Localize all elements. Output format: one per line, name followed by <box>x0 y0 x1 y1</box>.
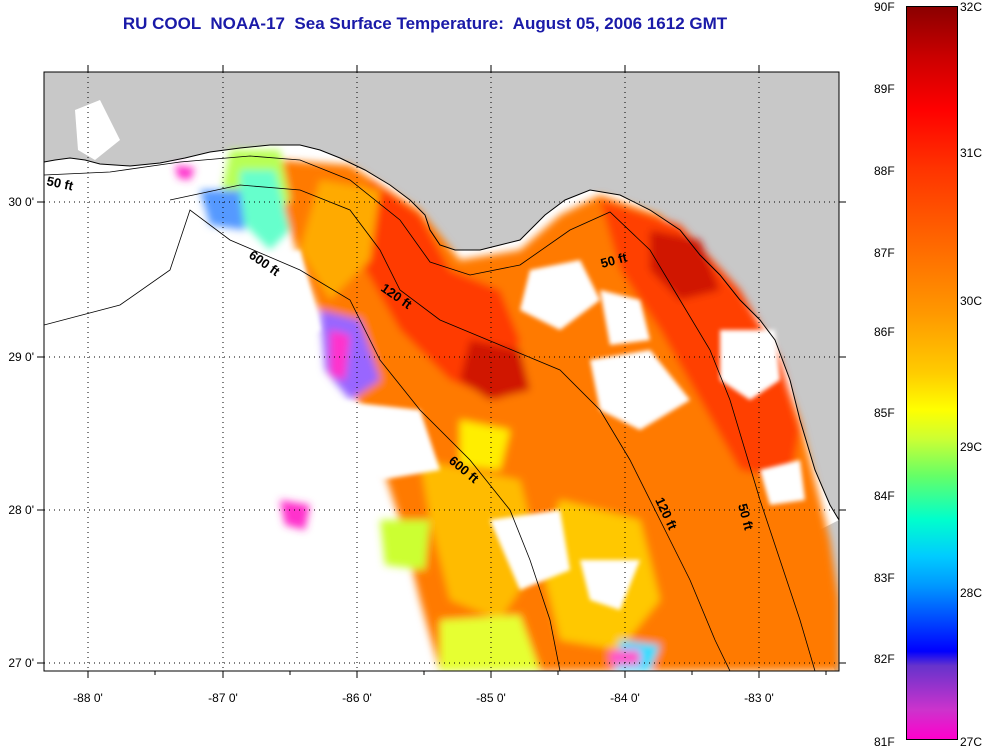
colorbar-f-label: 81F <box>874 735 895 749</box>
lat-label: 29 0' <box>8 350 34 364</box>
colorbar-c-label: 30C <box>960 294 983 308</box>
colorbar-c-label: 32C <box>960 0 983 14</box>
contour-label: 50 ft <box>45 173 75 193</box>
colorbar-c-label: 29C <box>960 440 983 454</box>
map-frame <box>43 71 840 672</box>
lon-label: -83 0' <box>744 691 774 705</box>
colorbar-f-label: 82F <box>874 652 895 666</box>
lon-label: -88 0' <box>73 691 103 705</box>
lon-label: -86 0' <box>342 691 372 705</box>
contour-label: 50 ft <box>599 249 629 271</box>
colorbar-f-label: 83F <box>874 571 895 585</box>
colorbar-f-label: 86F <box>874 325 895 339</box>
lat-label: 28 0' <box>8 503 34 517</box>
coastline <box>44 144 839 521</box>
contour-50ft <box>44 155 816 671</box>
lat-label: 27 0' <box>8 656 34 670</box>
colorbar-f-label: 85F <box>874 406 895 420</box>
colorbar-c-label: 31C <box>960 146 983 160</box>
contour-600ft <box>44 209 561 671</box>
contour-label: 50 ft <box>735 502 757 532</box>
temperature-colorbar <box>906 6 958 740</box>
colorbar-f-label: 88F <box>874 164 895 178</box>
page-title: RU COOL NOAA-17 Sea Surface Temperature:… <box>122 14 728 33</box>
lon-label: -87 0' <box>208 691 238 705</box>
colorbar-f-label: 87F <box>874 246 895 260</box>
contour-120ft <box>169 184 731 671</box>
colorbar-f-label: 90F <box>874 0 895 14</box>
lat-label: 30 0' <box>8 195 34 209</box>
cloud-patches <box>240 250 805 610</box>
axis-ticks <box>37 65 846 678</box>
land-area <box>44 72 839 520</box>
lon-label: -85 0' <box>476 691 506 705</box>
colorbar-c-label: 28C <box>960 586 983 600</box>
colorbar-c-label: 27C <box>960 735 983 749</box>
lon-label: -84 0' <box>610 691 640 705</box>
bay-area <box>75 100 120 160</box>
colorbar-f-label: 89F <box>874 82 895 96</box>
sst-field <box>175 150 839 671</box>
colorbar-f-label: 84F <box>874 489 895 503</box>
